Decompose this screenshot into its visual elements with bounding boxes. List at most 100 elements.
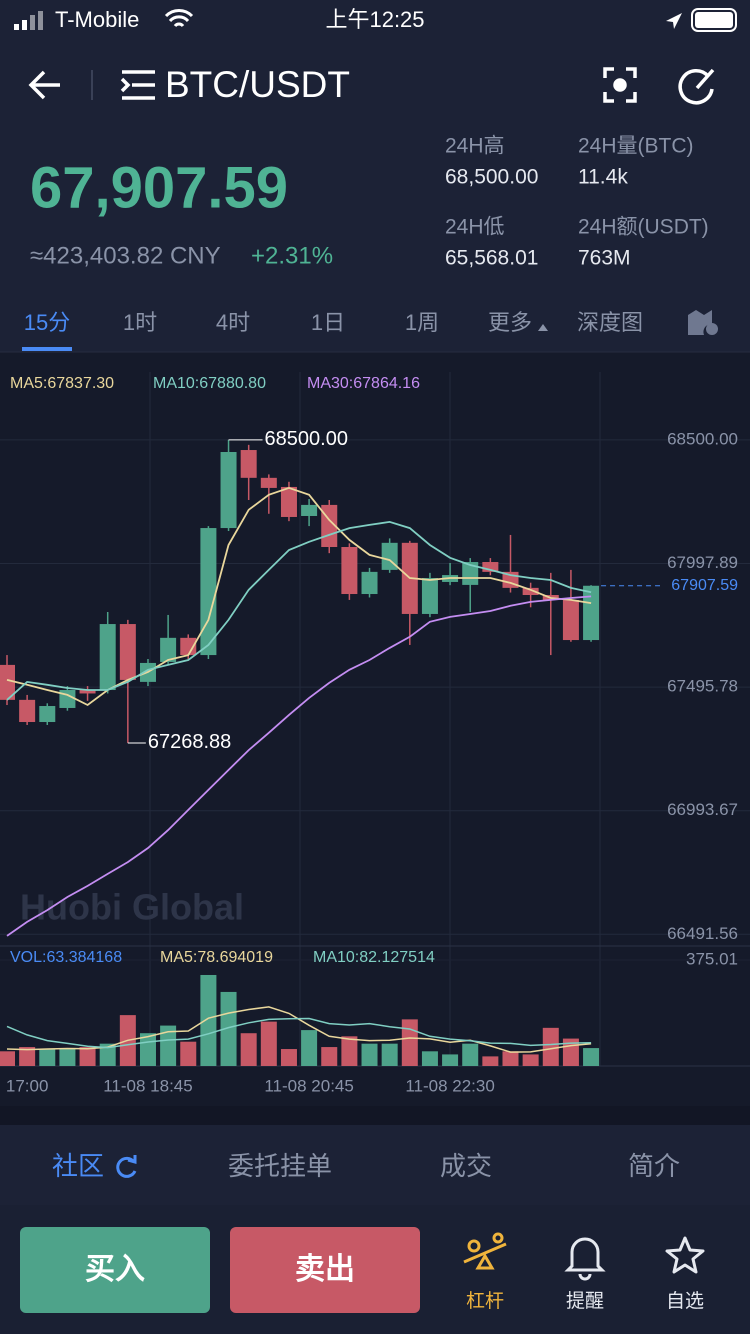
candle-body	[220, 451, 237, 529]
favorite-icon[interactable]	[665, 1236, 705, 1274]
leverage-icon[interactable]	[463, 1232, 507, 1270]
last-price: 67,907.59	[30, 155, 288, 220]
timeframe-tab[interactable]: 1周	[405, 310, 439, 335]
carrier: T-Mobile	[55, 7, 139, 32]
timeframe-tab[interactable]: 4时	[216, 310, 250, 335]
cny-price: ≈423,403.82 CNY	[30, 242, 221, 269]
battery-level	[695, 12, 733, 28]
stat-label: 24H量(BTC)	[578, 135, 694, 158]
tab[interactable]: 社区	[52, 1151, 104, 1181]
stat-value: 65,568.01	[445, 247, 538, 270]
ma-line	[6, 1017, 592, 1049]
stat-label: 24H额(USDT)	[578, 216, 709, 239]
refresh-button[interactable]	[678, 68, 715, 105]
sell-label[interactable]: 卖出	[295, 1253, 355, 1286]
volume-bar	[59, 1049, 76, 1066]
legend-entry: MA5:67837.30	[10, 375, 114, 392]
volume-bar	[442, 1054, 459, 1066]
volume-bar	[180, 1041, 197, 1066]
timeframe-tab[interactable]: 15分	[24, 310, 70, 335]
legend-entry: MA30:67864.16	[307, 375, 420, 392]
volume-bar	[160, 1025, 177, 1066]
low-label: 67268.88	[148, 731, 231, 753]
ma-line	[6, 486, 592, 707]
back-button[interactable]	[28, 70, 60, 100]
tab[interactable]: 成交	[440, 1151, 492, 1181]
gap	[0, 1106, 750, 1125]
ma-line	[6, 520, 592, 701]
last-price-label: 67907.59	[671, 577, 738, 594]
volume-bar	[421, 1051, 438, 1066]
nav-label[interactable]: 杠杆	[466, 1290, 504, 1312]
tab-refresh-icon[interactable]	[116, 1155, 137, 1178]
candle-body	[462, 562, 479, 585]
buy-button[interactable]	[20, 1227, 210, 1313]
buy-label[interactable]: 买入	[85, 1253, 145, 1286]
y-tick-label: 375.01	[686, 949, 738, 968]
candle-body	[180, 637, 197, 656]
watermark: Huobi Global	[20, 887, 244, 928]
fullscreen-button[interactable]	[603, 67, 637, 103]
volume-bar	[361, 1043, 378, 1066]
volume-bar	[280, 1049, 297, 1066]
change: +2.31%	[251, 242, 333, 269]
volume-bar	[321, 1047, 338, 1066]
volume-bar	[0, 1051, 15, 1066]
timeframe-tab[interactable]: 更多	[488, 310, 532, 335]
candle-body	[0, 664, 15, 700]
active-indicator	[22, 347, 72, 351]
chart-background	[0, 352, 750, 1106]
candle-body	[79, 690, 96, 694]
stat-value: 763M	[578, 247, 631, 270]
stat-value: 68,500.00	[445, 166, 538, 189]
clock: 上午12:25	[325, 7, 424, 32]
volume-bar	[200, 974, 217, 1066]
signal	[14, 11, 43, 30]
pair-title: BTC/USDT	[165, 64, 350, 105]
vertical-grid	[149, 372, 601, 1066]
nav-label[interactable]: 提醒	[566, 1290, 604, 1312]
candle-body	[583, 585, 600, 641]
tab[interactable]: 简介	[628, 1151, 680, 1181]
tab[interactable]: 委托挂单	[228, 1151, 332, 1181]
dropdown-arrow	[538, 324, 548, 331]
volume-bar	[19, 1047, 36, 1066]
legend-entry: MA5:78.694019	[160, 949, 273, 966]
legend-entry: VOL:63.384168	[10, 949, 122, 966]
timeframe-tab[interactable]: 1日	[311, 310, 345, 335]
y-tick-label: 66491.56	[667, 924, 738, 943]
timeframe-tab[interactable]: 1时	[123, 310, 157, 335]
menu-icon[interactable]	[120, 70, 155, 100]
volume-bar	[542, 1027, 559, 1066]
nav-label[interactable]: 自选	[666, 1290, 704, 1312]
volume-bar	[240, 1033, 257, 1066]
plot: 68500.00 67997.89 67495.78 66993.67 66491.56…	[0, 375, 750, 1095]
volume-bar	[220, 991, 237, 1066]
sell-button[interactable]	[230, 1227, 420, 1313]
top-background	[0, 0, 750, 352]
volume-bar	[401, 1019, 418, 1066]
candle-body	[361, 571, 378, 595]
candle-body	[482, 562, 499, 572]
candle-body	[119, 624, 136, 680]
legend-entry: MA10:82.127514	[313, 949, 435, 966]
timeframe-tab[interactable]: 深度图	[577, 310, 643, 335]
candle-body	[280, 486, 297, 517]
chart-settings[interactable]	[688, 310, 718, 335]
stat-label: 24H低	[445, 216, 505, 239]
candle-body	[421, 578, 438, 614]
legend-entry: MA10:67880.80	[153, 375, 266, 392]
stat-value: 11.4k	[578, 166, 628, 189]
y-tick-label: 67997.89	[667, 553, 738, 572]
wifi-icon	[164, 9, 194, 28]
volume-bar	[79, 1047, 96, 1066]
volume-bar	[482, 1056, 499, 1066]
alert-icon[interactable]	[564, 1237, 606, 1281]
candle-body	[341, 547, 358, 595]
high-label: 68500.00	[265, 428, 348, 450]
y-tick-label: 67495.78	[667, 677, 738, 696]
volume-bar	[99, 1043, 116, 1066]
tab-background	[0, 1125, 750, 1205]
